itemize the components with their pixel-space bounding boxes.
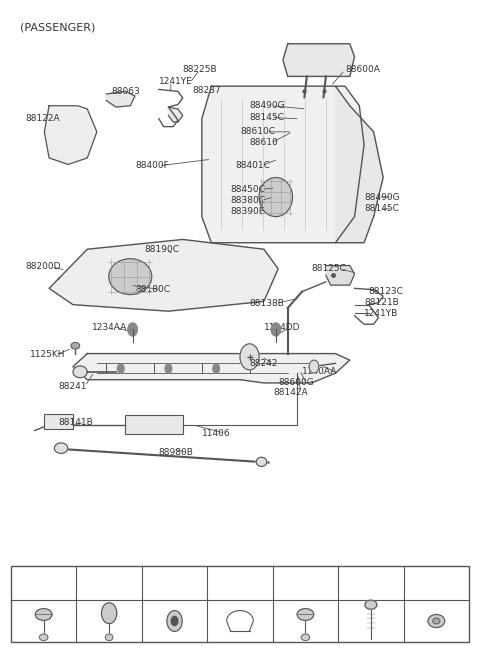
Text: 88600A: 88600A	[345, 66, 380, 75]
Text: 88123C: 88123C	[369, 287, 404, 296]
Text: 11406: 11406	[202, 428, 230, 438]
Text: 1799JC: 1799JC	[225, 578, 255, 588]
Polygon shape	[326, 265, 355, 285]
Polygon shape	[49, 240, 278, 311]
Ellipse shape	[105, 634, 113, 641]
Polygon shape	[283, 44, 355, 77]
Ellipse shape	[433, 618, 440, 624]
Text: 88145C: 88145C	[250, 113, 285, 122]
Circle shape	[167, 610, 182, 631]
Text: 88142A: 88142A	[274, 388, 308, 397]
Polygon shape	[336, 86, 383, 243]
Text: 88401C: 88401C	[235, 161, 270, 170]
Ellipse shape	[39, 634, 48, 641]
Text: 88180C: 88180C	[135, 285, 170, 294]
FancyBboxPatch shape	[11, 565, 469, 642]
Text: 1231DE: 1231DE	[355, 578, 387, 588]
Text: 88200D: 88200D	[25, 263, 61, 271]
Circle shape	[213, 364, 219, 373]
Text: 88122A: 88122A	[25, 114, 60, 123]
Text: 88242: 88242	[250, 359, 278, 368]
Ellipse shape	[36, 608, 52, 620]
Text: 88190C: 88190C	[144, 245, 180, 253]
Circle shape	[128, 323, 137, 336]
Text: 1241AA: 1241AA	[289, 578, 322, 588]
Polygon shape	[44, 105, 97, 164]
Ellipse shape	[73, 366, 87, 378]
Text: 88400F: 88400F	[135, 161, 169, 170]
Circle shape	[117, 364, 124, 373]
Text: 88450C: 88450C	[230, 185, 265, 194]
Polygon shape	[202, 86, 364, 243]
Text: 1140AA: 1140AA	[302, 367, 337, 377]
Polygon shape	[73, 354, 350, 383]
Polygon shape	[168, 107, 183, 122]
Text: 1339CC: 1339CC	[158, 578, 191, 588]
Text: 88490G: 88490G	[364, 193, 400, 202]
Ellipse shape	[365, 600, 377, 609]
Text: 88600G: 88600G	[278, 379, 314, 388]
Text: 88138B: 88138B	[250, 299, 285, 308]
Text: 88145C: 88145C	[364, 204, 399, 214]
Text: (PASSENGER): (PASSENGER)	[21, 22, 96, 32]
FancyBboxPatch shape	[125, 415, 183, 434]
Text: 1140KX: 1140KX	[27, 578, 60, 588]
Text: 88125C: 88125C	[312, 265, 347, 273]
Text: 88380C: 88380C	[230, 196, 265, 205]
Text: 88390E: 88390E	[230, 207, 265, 216]
Circle shape	[271, 323, 281, 336]
Text: 88141B: 88141B	[59, 418, 94, 426]
Text: 88610: 88610	[250, 138, 278, 147]
Ellipse shape	[71, 343, 80, 349]
Ellipse shape	[297, 608, 314, 620]
Text: 88063: 88063	[111, 87, 140, 96]
Ellipse shape	[109, 259, 152, 295]
Text: 85854A: 85854A	[420, 578, 453, 588]
Text: 88241: 88241	[59, 382, 87, 390]
Text: 1124DD: 1124DD	[264, 323, 300, 332]
Text: 88490G: 88490G	[250, 102, 285, 110]
Text: 1234AA: 1234AA	[92, 323, 127, 332]
Circle shape	[165, 364, 172, 373]
Ellipse shape	[259, 178, 292, 217]
Polygon shape	[107, 92, 135, 107]
Text: 1125KH: 1125KH	[30, 350, 66, 360]
Ellipse shape	[54, 443, 68, 453]
Text: 88980B: 88980B	[159, 448, 194, 457]
Ellipse shape	[428, 614, 444, 627]
Text: 1241YB: 1241YB	[364, 309, 398, 318]
Text: 88237: 88237	[192, 86, 221, 95]
Circle shape	[101, 603, 117, 624]
Text: 88121B: 88121B	[364, 298, 399, 307]
Ellipse shape	[256, 457, 267, 466]
Text: 1241YE: 1241YE	[159, 77, 192, 86]
Ellipse shape	[301, 634, 310, 641]
Text: 88610C: 88610C	[240, 127, 275, 136]
Circle shape	[240, 344, 259, 370]
Circle shape	[171, 616, 178, 626]
FancyBboxPatch shape	[44, 414, 73, 428]
Circle shape	[309, 360, 319, 373]
Text: 1140AB: 1140AB	[93, 578, 125, 588]
Text: 88225B: 88225B	[183, 66, 217, 75]
